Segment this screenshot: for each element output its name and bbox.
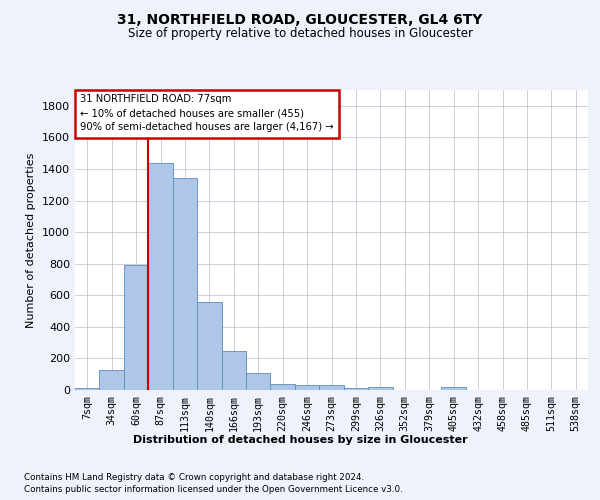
Bar	[271, 384, 295, 390]
Bar	[442, 387, 466, 390]
Bar	[148, 162, 173, 390]
Bar	[100, 370, 124, 390]
Text: 31, NORTHFIELD ROAD, GLOUCESTER, GL4 6TY: 31, NORTHFIELD ROAD, GLOUCESTER, GL4 6TY	[117, 12, 483, 26]
Bar	[124, 266, 148, 390]
Bar	[173, 178, 197, 390]
Bar	[221, 350, 246, 390]
Text: 31 NORTHFIELD ROAD: 77sqm
← 10% of detached houses are smaller (455)
90% of semi: 31 NORTHFIELD ROAD: 77sqm ← 10% of detac…	[80, 94, 334, 132]
Bar	[197, 302, 221, 390]
Bar	[344, 388, 368, 390]
Bar	[246, 372, 271, 390]
Text: Size of property relative to detached houses in Gloucester: Size of property relative to detached ho…	[128, 28, 473, 40]
Text: Contains public sector information licensed under the Open Government Licence v3: Contains public sector information licen…	[24, 485, 403, 494]
Bar	[319, 386, 344, 390]
Y-axis label: Number of detached properties: Number of detached properties	[26, 152, 37, 328]
Bar	[75, 388, 100, 390]
Text: Contains HM Land Registry data © Crown copyright and database right 2024.: Contains HM Land Registry data © Crown c…	[24, 472, 364, 482]
Bar	[295, 386, 319, 390]
Text: Distribution of detached houses by size in Gloucester: Distribution of detached houses by size …	[133, 435, 467, 445]
Bar	[368, 387, 392, 390]
